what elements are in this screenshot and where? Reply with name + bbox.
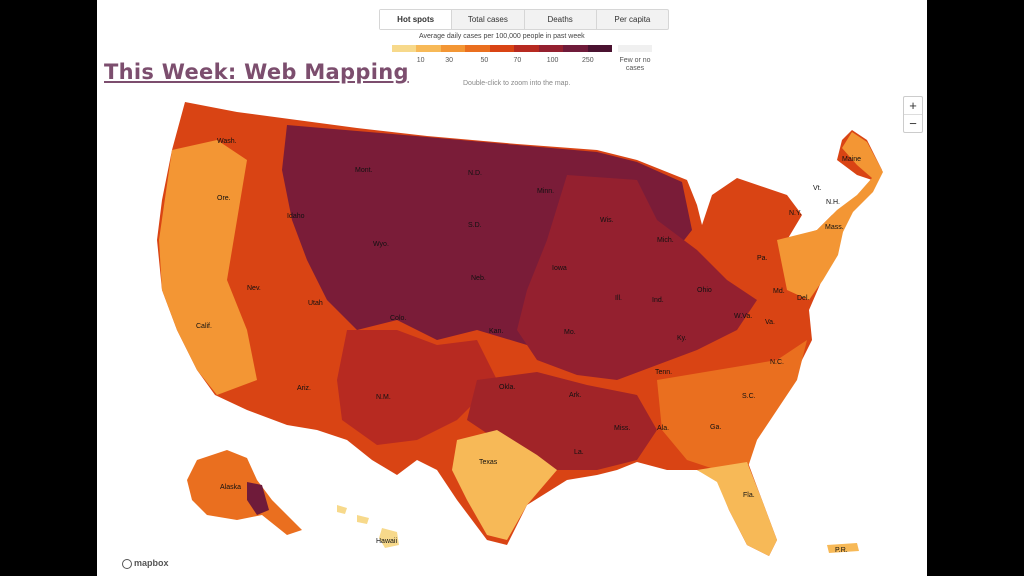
state-label: Ohio: [697, 287, 712, 294]
legend-swatch: [392, 45, 417, 52]
legend-swatch: [563, 45, 588, 52]
state-label: Calif.: [196, 323, 212, 330]
metric-tabs: Hot spots Total cases Deaths Per capita: [379, 9, 669, 30]
state-label: La.: [574, 449, 584, 456]
state-label: Ind.: [652, 297, 664, 304]
state-label: Alaska: [220, 484, 241, 491]
state-label: Ore.: [217, 195, 231, 202]
us-covid-map[interactable]: Wash. Ore. Calif. Nev. Idaho Mont. Wyo. …: [97, 0, 927, 576]
state-label: Ky.: [677, 335, 687, 342]
mapbox-attribution[interactable]: mapbox: [134, 558, 169, 568]
state-label: Texas: [479, 459, 498, 466]
state-label: Ill.: [615, 295, 622, 302]
map-hawaii: [337, 505, 399, 548]
map-region-pacific: [159, 140, 257, 395]
state-label: Ga.: [710, 424, 721, 431]
state-label: Del.: [797, 295, 810, 302]
state-label: N.H.: [826, 199, 840, 206]
state-label: Hawaii: [376, 538, 397, 545]
state-label: Mont.: [355, 167, 373, 174]
state-label: Ariz.: [297, 385, 311, 392]
state-label: Idaho: [287, 213, 305, 220]
state-label: Md.: [773, 288, 785, 295]
map-alaska: [187, 450, 302, 535]
state-label: N.D.: [468, 170, 482, 177]
state-label: N.C.: [770, 359, 784, 366]
tab-total-cases[interactable]: Total cases: [451, 10, 523, 29]
tab-per-capita[interactable]: Per capita: [595, 10, 668, 29]
legend-swatch: [465, 45, 490, 52]
map-region-midwest: [517, 175, 757, 380]
legend-tick: 250: [581, 57, 594, 64]
state-label: N.Y.: [789, 210, 802, 217]
legend-swatch: [489, 45, 515, 52]
slide: Wash. Ore. Calif. Nev. Idaho Mont. Wyo. …: [97, 0, 927, 576]
legend-tick: 100: [546, 57, 559, 64]
state-label: Maine: [842, 156, 861, 163]
state-label: S.D.: [468, 222, 482, 229]
map-puerto-rico: [827, 543, 859, 553]
state-label: Wash.: [217, 138, 237, 145]
state-label: Miss.: [614, 425, 630, 432]
state-label: W.Va.: [734, 313, 752, 320]
state-label: N.M.: [376, 394, 391, 401]
state-label: Mo.: [564, 329, 576, 336]
state-label: Neb.: [471, 275, 486, 282]
legend-swatch: [440, 45, 466, 52]
legend-tick: 30: [445, 57, 454, 64]
legend-swatch: [514, 45, 539, 52]
state-label: Pa.: [757, 255, 768, 262]
state-label: Ark.: [569, 392, 582, 399]
state-label: Ala.: [657, 425, 669, 432]
zoom-control: + −: [903, 96, 923, 133]
legend-ticks: 10 30 50 70 100 250: [392, 57, 612, 67]
slide-title[interactable]: This Week: Web Mapping: [104, 60, 409, 84]
legend-title: Average daily cases per 100,000 people i…: [419, 33, 585, 40]
tab-deaths[interactable]: Deaths: [523, 10, 596, 29]
map-region-southwest: [337, 330, 497, 445]
zoom-out-button[interactable]: −: [904, 114, 922, 132]
state-label-layer: Wash. Ore. Calif. Nev. Idaho Mont. Wyo. …: [196, 138, 861, 554]
state-label: Iowa: [552, 265, 567, 272]
state-label: Colo.: [390, 315, 406, 322]
legend-tick: 70: [513, 57, 522, 64]
state-label: Wis.: [600, 217, 614, 224]
map-alaska-east: [247, 482, 269, 515]
state-label: Utah: [308, 300, 323, 307]
state-label: P.R.: [835, 547, 848, 554]
tab-hot-spots[interactable]: Hot spots: [380, 10, 452, 29]
state-label: Vt.: [813, 185, 822, 192]
state-label: Tenn.: [655, 369, 672, 376]
state-label: Va.: [765, 319, 775, 326]
legend-swatch: [416, 45, 441, 52]
state-label: Nev.: [247, 285, 261, 292]
state-label: Fla.: [743, 492, 755, 499]
zoom-in-button[interactable]: +: [909, 98, 917, 113]
state-label: Minn.: [537, 188, 554, 195]
legend-swatch: [538, 45, 564, 52]
map-region-northeast: [777, 132, 883, 300]
legend-swatch: [587, 45, 612, 52]
state-label: Mass.: [825, 224, 844, 231]
state-label: Okla.: [499, 384, 515, 391]
legend-no-data-swatch: [618, 45, 652, 52]
state-label: Kan.: [489, 328, 503, 335]
map-region-texas-gulf: [452, 430, 557, 540]
legend-color-bar: [392, 45, 612, 52]
legend-tick: 10: [416, 57, 425, 64]
legend-tick: 50: [480, 57, 489, 64]
mapbox-logo-icon: [122, 559, 132, 569]
map-hint: Double-click to zoom into the map.: [463, 80, 571, 87]
state-label: S.C.: [742, 393, 756, 400]
state-label: Mich.: [657, 237, 674, 244]
legend-no-data-label: Few or no cases: [619, 57, 651, 72]
state-label: Wyo.: [373, 241, 389, 248]
map-region-florida: [697, 462, 777, 556]
map-region-southeast: [657, 340, 807, 470]
